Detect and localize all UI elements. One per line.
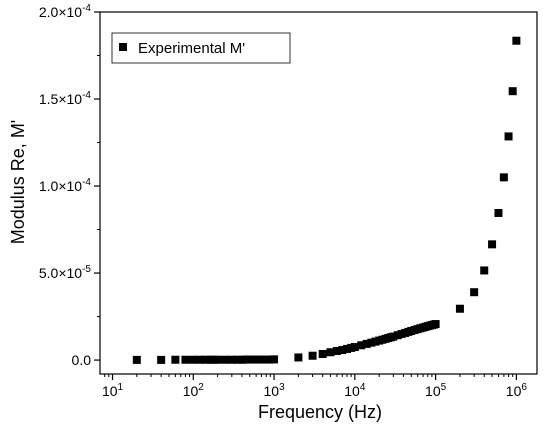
y-tick-mantissa: 2.0×10 (39, 4, 82, 20)
data-point (326, 348, 335, 357)
legend-marker (119, 43, 127, 51)
legend-label: Experimental M' (138, 40, 245, 57)
data-point (470, 288, 479, 297)
data-point (362, 339, 371, 348)
x-tick-label: 106 (506, 382, 528, 399)
y-tick-exp: -4 (82, 90, 91, 101)
y-tick-exp: -4 (82, 3, 91, 14)
y-tick-mantissa: 5.0×10 (39, 265, 82, 281)
y-tick-mantissa: 0.0 (72, 352, 92, 368)
data-point (181, 355, 190, 364)
data-point (494, 209, 503, 218)
data-point (294, 353, 303, 362)
y-tick-label: 5.0×10-5 (39, 264, 92, 281)
data-point (512, 36, 521, 45)
data-point (233, 355, 242, 364)
x-tick-base: 10 (344, 383, 360, 399)
x-axis: 101 102 103 104 105 106 (102, 374, 527, 399)
x-tick-label: 105 (425, 382, 447, 399)
data-point (252, 355, 261, 364)
data-point (357, 341, 366, 350)
y-tick-exp: -4 (82, 177, 91, 188)
data-point (350, 343, 359, 352)
data-point (195, 355, 204, 364)
data-point (245, 355, 254, 364)
data-point (262, 355, 271, 364)
data-point (237, 355, 246, 364)
x-tick-base: 10 (183, 383, 199, 399)
data-point (389, 332, 398, 341)
x-tick-base: 10 (425, 383, 441, 399)
data-point (189, 355, 198, 364)
data-point (499, 173, 508, 182)
data-point (318, 349, 327, 358)
y-tick-label: 1.5×10-4 (39, 90, 92, 107)
y-tick-mantissa: 1.5×10 (39, 91, 82, 107)
plot-border (99, 11, 538, 375)
data-point (221, 355, 230, 364)
data-point (270, 355, 279, 364)
x-tick-exp: 2 (198, 382, 204, 393)
data-point (488, 240, 497, 249)
data-point (508, 87, 517, 96)
data-point (455, 304, 464, 313)
data-layer (132, 36, 521, 364)
data-point (338, 345, 347, 354)
data-point (431, 320, 440, 329)
data-point (157, 355, 166, 364)
data-point (504, 132, 513, 141)
data-point (205, 355, 214, 364)
x-tick-exp: 5 (441, 382, 447, 393)
x-tick-exp: 6 (521, 382, 527, 393)
plot-frame (99, 11, 538, 375)
data-point (201, 355, 210, 364)
data-point (367, 338, 376, 347)
x-tick-label: 103 (263, 382, 285, 399)
data-point (227, 355, 236, 364)
legend: Experimental M' (111, 32, 291, 64)
x-tick-label: 101 (102, 382, 124, 399)
y-axis: 0.05.0×10-51.0×10-41.5×10-42.0×10-4 (39, 3, 100, 368)
data-point (332, 347, 341, 356)
y-tick-mantissa: 1.0×10 (39, 178, 82, 194)
y-axis-title: Modulus Re, M' (8, 120, 28, 244)
data-point (343, 344, 352, 353)
x-tick-exp: 1 (118, 382, 124, 393)
x-tick-label: 102 (183, 382, 205, 399)
legend-box (111, 32, 291, 64)
y-tick-label: 2.0×10-4 (39, 3, 92, 20)
x-axis-title: Frequency (Hz) (258, 402, 382, 422)
x-tick-base: 10 (506, 383, 522, 399)
data-point (171, 355, 180, 364)
x-tick-exp: 3 (279, 382, 285, 393)
y-tick-exp: -5 (82, 264, 91, 275)
data-point (213, 355, 222, 364)
data-point (308, 351, 317, 360)
data-point (480, 266, 489, 275)
data-point (257, 355, 266, 364)
y-tick-label: 0.0 (72, 352, 92, 368)
x-tick-label: 104 (344, 382, 366, 399)
x-tick-base: 10 (102, 383, 118, 399)
x-tick-base: 10 (263, 383, 279, 399)
x-tick-exp: 4 (360, 382, 366, 393)
y-tick-label: 1.0×10-4 (39, 177, 92, 194)
data-point (132, 355, 141, 364)
